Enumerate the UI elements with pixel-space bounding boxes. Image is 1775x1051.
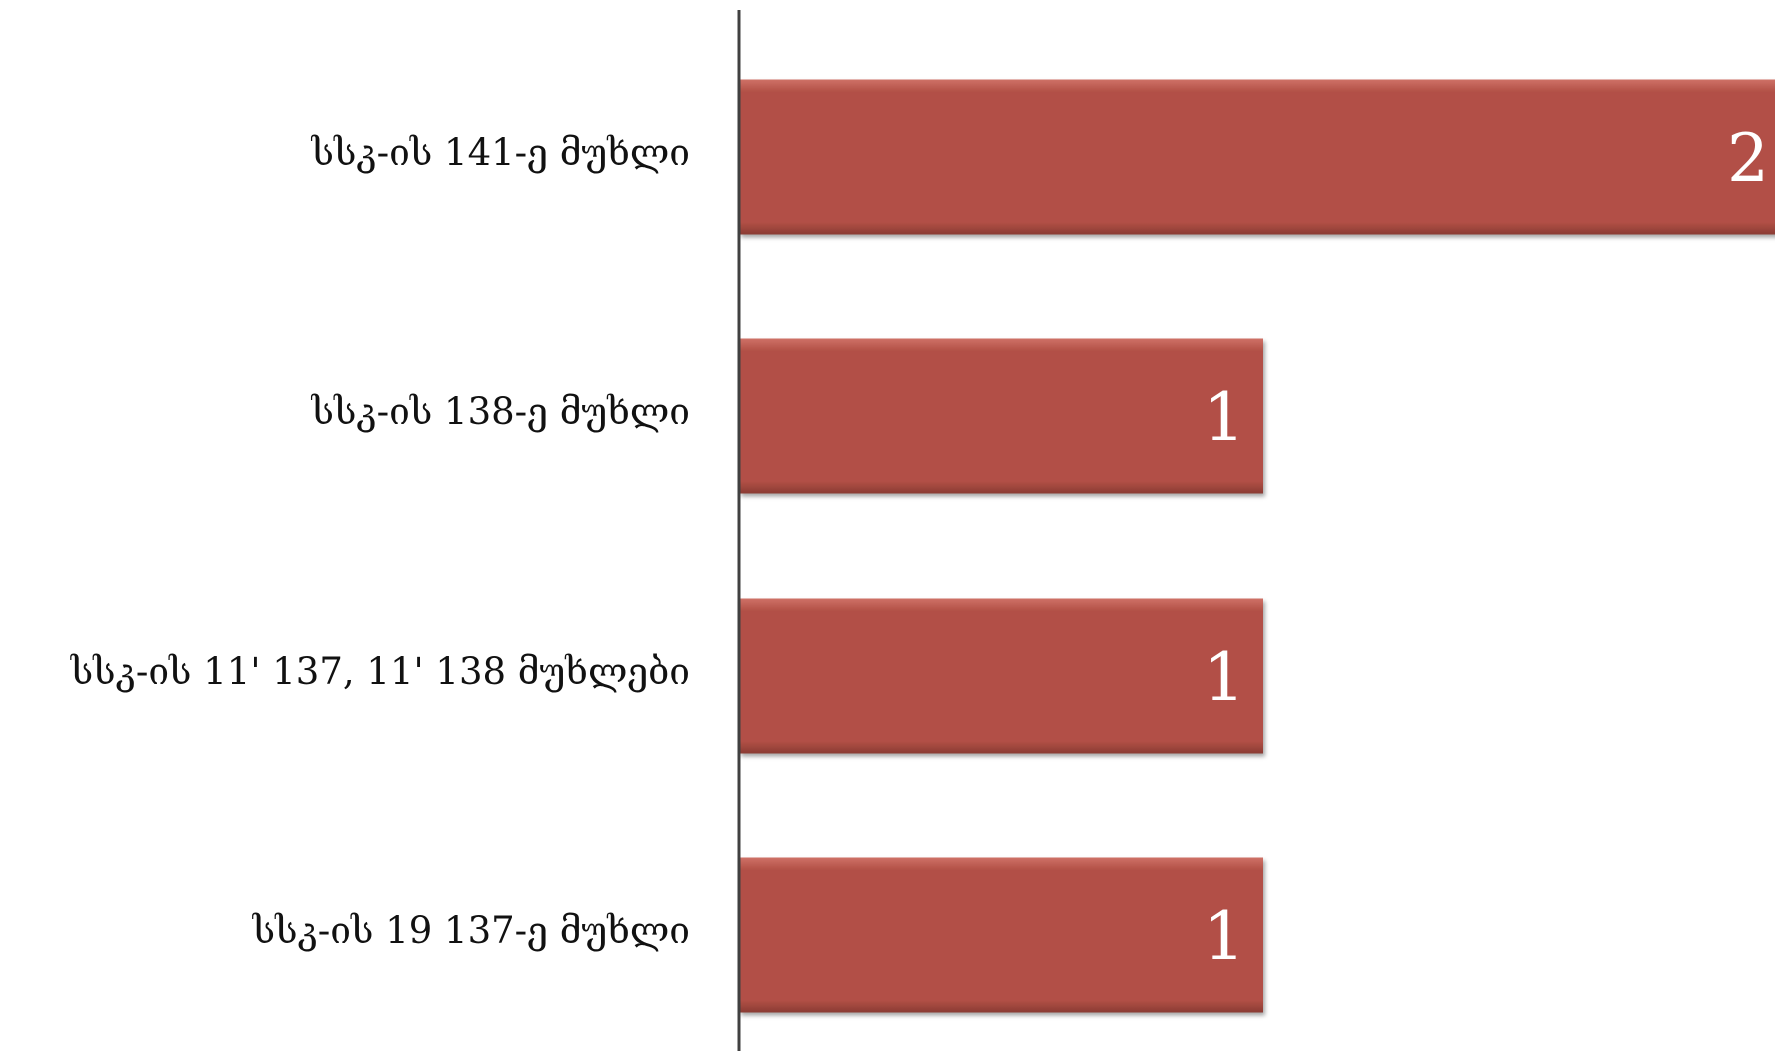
category-labels-layer: სსკ-ის 141-ე მუხლი სსკ-ის 138-ე მუხლი სსკ-… [70,131,690,952]
bar-value-label-3: 1 [1203,639,1245,716]
bar-1 [739,79,1775,235]
bar-value-label-1: 2 [1727,120,1769,197]
bar-2 [739,338,1263,494]
category-label-3: სსკ-ის 11' 137, 11' 138 მუხლები [70,650,690,693]
bar-3 [739,598,1263,754]
bar-value-label-2: 1 [1203,379,1245,456]
category-label-4: სსკ-ის 19 137-ე მუხლი [252,909,690,952]
bar-4 [739,857,1263,1013]
bars-layer: 2 1 1 1 [739,79,1775,1013]
bar-value-label-4: 1 [1203,898,1245,975]
category-label-2: სსკ-ის 138-ე მუხლი [311,390,690,433]
category-label-1: სსკ-ის 141-ე მუხლი [311,131,690,174]
